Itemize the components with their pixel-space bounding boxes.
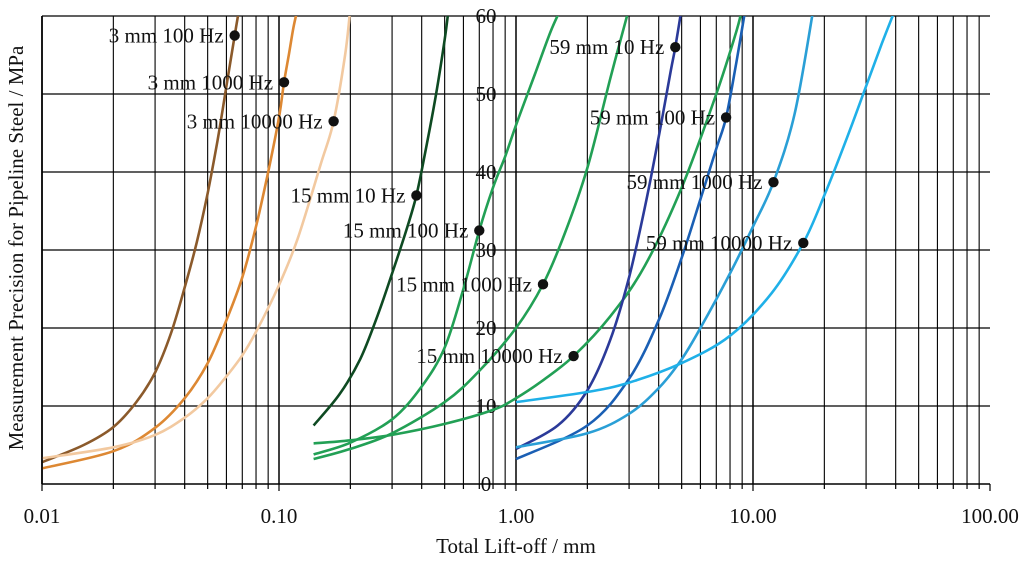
x-tick-label: 0.10 <box>261 504 298 528</box>
series-label: 15 mm 10 Hz <box>291 183 406 207</box>
series-label: 59 mm 10 Hz <box>549 35 664 59</box>
series-label-marker <box>568 350 579 362</box>
series-label-marker <box>229 30 240 41</box>
series-lines <box>42 16 895 470</box>
series-annotations: 3 mm 100 Hz 3 mm 1000 Hz 3 mm 10000 Hz 15 m… <box>109 24 809 368</box>
series-label-marker <box>670 42 681 53</box>
series-label-marker <box>278 77 290 88</box>
series-line <box>515 16 895 404</box>
x-tick-label: 1.00 <box>498 504 535 528</box>
series-label: 15 mm 100 Hz <box>343 219 468 243</box>
series-label: 59 mm 10000 Hz <box>646 231 792 255</box>
series-label: 59 mm 100 Hz <box>590 105 715 129</box>
y-tick-label: 20 <box>476 316 497 340</box>
series-label: 3 mm 1000 Hz <box>148 70 273 94</box>
series-label-marker <box>798 237 809 249</box>
series-label-marker <box>411 190 422 201</box>
series-line <box>515 16 682 451</box>
series-label: 3 mm 10000 Hz <box>187 109 323 133</box>
series-label-marker <box>720 112 732 123</box>
series-label: 59 mm 1000 Hz <box>627 170 763 194</box>
series-line <box>42 16 298 470</box>
x-tick-label: 100.00 <box>961 504 1019 528</box>
x-tick-labels: 0.01 0.10 1.00 10.00 100.00 <box>24 504 1019 528</box>
series-line <box>515 16 814 449</box>
y-axis-label: Measurement Precision for Pipeline Steel… <box>4 45 28 450</box>
y-tick-label: 40 <box>476 160 497 184</box>
axes <box>41 16 991 491</box>
series-label: 3 mm 100 Hz <box>109 24 224 48</box>
series-label: 15 mm 10000 Hz <box>416 344 562 368</box>
x-tick-label: 10.00 <box>729 504 776 528</box>
series-label-marker <box>768 176 779 188</box>
y-tick-label: 10 <box>476 394 497 418</box>
series-label: 15 mm 1000 Hz <box>396 272 532 296</box>
series-label-marker <box>537 279 549 290</box>
series-line <box>312 16 450 427</box>
series-label-marker <box>328 116 339 127</box>
y-tick-label: 50 <box>476 82 497 106</box>
series-line <box>313 16 742 445</box>
series-label-marker <box>474 225 485 236</box>
x-tick-label: 0.01 <box>24 504 61 528</box>
y-tick-label: 60 <box>476 4 497 28</box>
y-tick-label: 30 <box>476 238 497 262</box>
x-axis-label: Total Lift-off / mm <box>436 534 596 558</box>
series-line <box>42 16 240 464</box>
series-line <box>515 16 746 461</box>
